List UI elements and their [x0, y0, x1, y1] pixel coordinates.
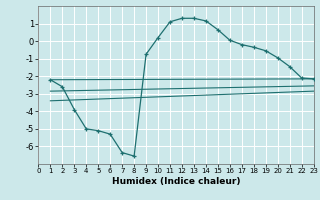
- X-axis label: Humidex (Indice chaleur): Humidex (Indice chaleur): [112, 177, 240, 186]
